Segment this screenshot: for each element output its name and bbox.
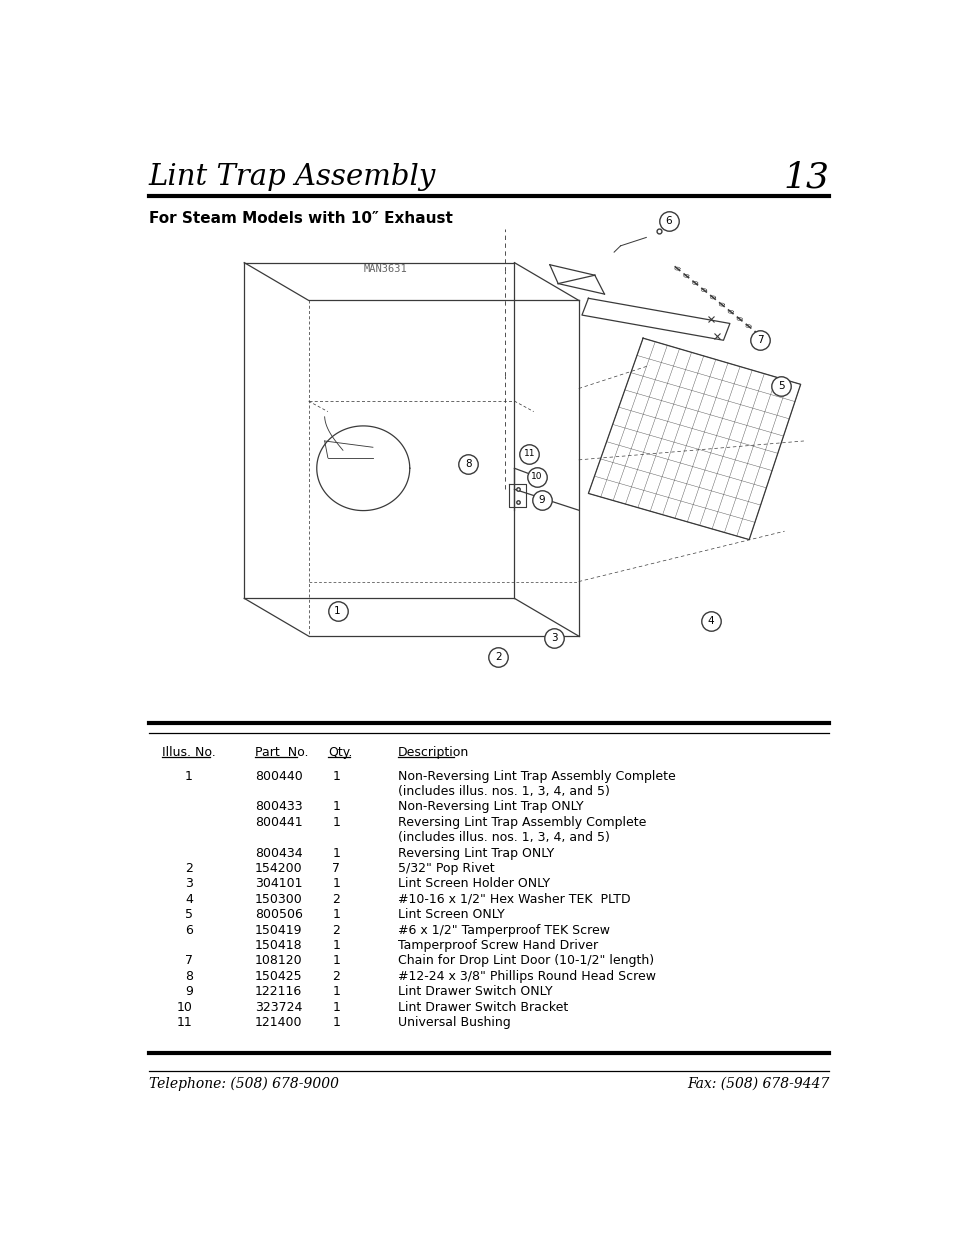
Text: 2: 2: [185, 862, 193, 874]
Text: 1: 1: [332, 846, 340, 860]
Text: Telephone: (508) 678-9000: Telephone: (508) 678-9000: [149, 1077, 338, 1091]
Text: 1: 1: [332, 908, 340, 921]
Text: Tamperproof Screw Hand Driver: Tamperproof Screw Hand Driver: [397, 939, 598, 952]
Text: 11: 11: [523, 450, 535, 458]
Text: 800434: 800434: [254, 846, 302, 860]
Text: 150418: 150418: [254, 939, 302, 952]
Text: 1: 1: [332, 769, 340, 783]
Text: Non-Reversing Lint Trap ONLY: Non-Reversing Lint Trap ONLY: [397, 800, 583, 814]
Text: 6: 6: [665, 216, 672, 226]
Text: 323724: 323724: [254, 1000, 302, 1014]
Text: 2: 2: [495, 652, 501, 662]
Text: 10: 10: [177, 1000, 193, 1014]
Text: 8: 8: [464, 459, 471, 469]
Text: 1: 1: [332, 986, 340, 998]
Text: 1: 1: [332, 877, 340, 890]
Text: 2: 2: [332, 893, 340, 905]
Text: 7: 7: [332, 862, 340, 874]
Text: 122116: 122116: [254, 986, 302, 998]
Text: Part  No.: Part No.: [254, 746, 308, 760]
Text: #12-24 x 3/8" Phillips Round Head Screw: #12-24 x 3/8" Phillips Round Head Screw: [397, 969, 656, 983]
Text: 154200: 154200: [254, 862, 302, 874]
Text: 1: 1: [334, 606, 340, 616]
Text: 4: 4: [185, 893, 193, 905]
Text: Non-Reversing Lint Trap Assembly Complete: Non-Reversing Lint Trap Assembly Complet…: [397, 769, 676, 783]
Text: #10-16 x 1/2" Hex Washer TEK  PLTD: #10-16 x 1/2" Hex Washer TEK PLTD: [397, 893, 630, 905]
Text: 1: 1: [332, 800, 340, 814]
Text: Illus. No.: Illus. No.: [162, 746, 215, 760]
Text: 1: 1: [332, 939, 340, 952]
Text: 150300: 150300: [254, 893, 302, 905]
Text: MAN3631: MAN3631: [363, 264, 407, 274]
Text: Reversing Lint Trap ONLY: Reversing Lint Trap ONLY: [397, 846, 554, 860]
Text: For Steam Models with 10″ Exhaust: For Steam Models with 10″ Exhaust: [149, 211, 452, 226]
Text: 304101: 304101: [254, 877, 302, 890]
Text: 7: 7: [185, 955, 193, 967]
Text: 5: 5: [778, 382, 784, 391]
Text: Description: Description: [397, 746, 469, 760]
Text: (includes illus. nos. 1, 3, 4, and 5): (includes illus. nos. 1, 3, 4, and 5): [397, 831, 610, 845]
Text: 1: 1: [332, 955, 340, 967]
Text: Qty.: Qty.: [328, 746, 353, 760]
Text: Lint Screen Holder ONLY: Lint Screen Holder ONLY: [397, 877, 550, 890]
Text: 3: 3: [551, 634, 558, 643]
Text: Lint Screen ONLY: Lint Screen ONLY: [397, 908, 504, 921]
Text: 1: 1: [332, 816, 340, 829]
Text: 800440: 800440: [254, 769, 302, 783]
Text: 1: 1: [332, 1016, 340, 1029]
Text: #6 x 1/2" Tamperproof TEK Screw: #6 x 1/2" Tamperproof TEK Screw: [397, 924, 610, 936]
Text: 4: 4: [706, 616, 713, 626]
Text: 9: 9: [538, 495, 545, 505]
Text: 10: 10: [531, 472, 542, 482]
Text: 5: 5: [185, 908, 193, 921]
Text: 1: 1: [185, 769, 193, 783]
Text: 150425: 150425: [254, 969, 302, 983]
Text: (includes illus. nos. 1, 3, 4, and 5): (includes illus. nos. 1, 3, 4, and 5): [397, 785, 610, 798]
Text: 13: 13: [782, 161, 828, 194]
Text: 8: 8: [185, 969, 193, 983]
Text: Chain for Drop Lint Door (10-1/2" length): Chain for Drop Lint Door (10-1/2" length…: [397, 955, 654, 967]
Text: Lint Drawer Switch ONLY: Lint Drawer Switch ONLY: [397, 986, 553, 998]
Text: 9: 9: [185, 986, 193, 998]
Text: 121400: 121400: [254, 1016, 302, 1029]
Text: 800506: 800506: [254, 908, 302, 921]
Text: 108120: 108120: [254, 955, 302, 967]
Text: 5/32" Pop Rivet: 5/32" Pop Rivet: [397, 862, 495, 874]
Text: 7: 7: [756, 335, 762, 346]
Text: 150419: 150419: [254, 924, 302, 936]
Text: 2: 2: [332, 969, 340, 983]
Text: 800441: 800441: [254, 816, 302, 829]
Text: Reversing Lint Trap Assembly Complete: Reversing Lint Trap Assembly Complete: [397, 816, 646, 829]
Text: Fax: (508) 678-9447: Fax: (508) 678-9447: [686, 1077, 828, 1091]
Text: 11: 11: [177, 1016, 193, 1029]
Text: 3: 3: [185, 877, 193, 890]
Text: 2: 2: [332, 924, 340, 936]
Text: Lint Trap Assembly: Lint Trap Assembly: [149, 163, 436, 191]
Text: Universal Bushing: Universal Bushing: [397, 1016, 511, 1029]
Text: 1: 1: [332, 1000, 340, 1014]
Text: 6: 6: [185, 924, 193, 936]
Text: Lint Drawer Switch Bracket: Lint Drawer Switch Bracket: [397, 1000, 568, 1014]
Text: 800433: 800433: [254, 800, 302, 814]
